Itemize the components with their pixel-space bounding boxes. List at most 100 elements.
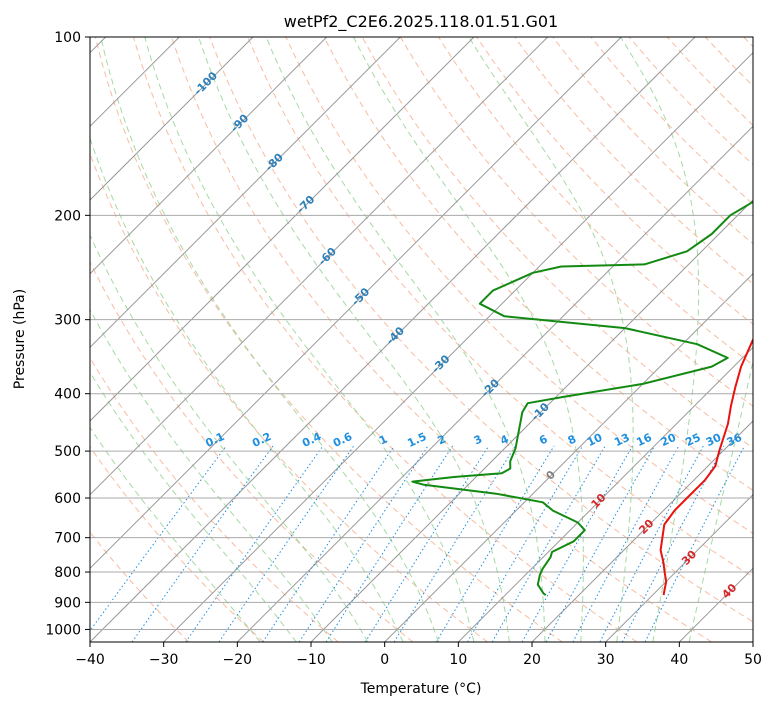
mixing-ratio-label: 3 [472,432,484,447]
chart-title: wetPf2_C2E6.2025.118.01.51.G01 [284,12,558,32]
pressure-gridlines [90,37,753,630]
dry-adiabat [90,260,414,642]
x-tick-label: 20 [523,652,541,668]
y-tick-label: 900 [54,595,81,611]
mixing-ratio-line [521,445,633,642]
mixing-ratio-labels: 0.1 0.2 0.4 0.6 1 1.5 2 3 4 6 8 10 13 16 20 25 30 36 [203,430,744,450]
mixing-ratio-line [545,445,656,642]
plot-frame [89,36,754,643]
y-tick-label: 100 [54,30,81,46]
moist-adiabat [688,358,753,642]
mixing-ratio-label: 0.4 [300,430,323,450]
mixing-ratio-label: 1.5 [405,430,428,450]
isotherm-line [752,641,753,642]
x-tick-label: −30 [149,652,179,668]
moist-adiabat [468,37,634,642]
mixing-ratio-line [325,445,454,642]
dry-adiabat [323,37,753,491]
dry-adiabat [704,37,753,87]
dry-adiabat [285,37,753,535]
mixing-ratio-label: 8 [566,432,578,447]
dry-adiabat [514,37,753,285]
isotherm-line [163,51,753,642]
profile-lines [411,200,753,596]
isotherm-line [678,567,753,642]
dry-adiabat [171,37,712,642]
x-tick-label: 30 [597,652,615,668]
mixing-ratio-line [262,445,395,642]
dry-adiabat [590,37,753,205]
moist-adiabat [90,136,404,642]
y-tick-label: 1000 [45,622,81,638]
isotherm-line [90,37,475,422]
dry-adiabat [90,446,264,642]
dry-adiabat [94,37,563,642]
mixing-ratio-line [435,445,555,642]
temperature-line [659,337,753,596]
x-tick-label: −40 [75,652,105,668]
isotherm-label: 10 [589,491,609,511]
isotherm-line [384,272,753,642]
dry-adiabat [132,37,638,642]
moist-adiabat [265,37,546,642]
mixing-ratio-label: 0.1 [203,430,226,450]
dry-adiabat [90,531,190,642]
dewpoint-line [411,200,753,596]
dry-adiabat [552,37,753,245]
mixing-ratio-label: 6 [537,432,550,447]
dry-adiabat [247,37,753,578]
mixing-ratio-line [393,445,516,642]
y-tick-label: 400 [54,387,81,403]
mixing-ratio-line [90,445,227,632]
mixing-ratio-line [572,445,680,642]
dry-adiabat [743,37,753,48]
x-axis-label: Temperature (°C) [360,681,482,697]
x-tick-label: 10 [449,652,467,668]
isotherm-line [605,493,753,642]
dry-adiabat [437,37,753,366]
x-tick-label: 50 [744,652,762,668]
dry-adiabat [476,37,753,325]
y-tick-label: 500 [54,444,81,460]
mixing-ratio-label: 36 [725,431,745,449]
isotherm-line [90,37,401,349]
dry-adiabat [90,152,488,642]
isotherm-line [90,37,254,201]
moist-adiabat [90,233,369,642]
isotherm-line [310,199,753,642]
mixing-ratio-line [218,445,355,642]
mixing-ratio-line [185,445,324,642]
isotherm-line [457,346,753,642]
isotherm-line [90,37,696,642]
isotherm-line [90,37,328,275]
mixing-ratio-label: 2 [436,432,448,447]
mixing-ratio-line [364,445,490,642]
mixing-ratio-label: 16 [634,431,654,449]
mixing-ratio-label: 13 [612,431,631,449]
y-tick-label: 700 [54,531,81,547]
y-axis-ticks: 100 200 300 400 500 600 700 800 900 1000 [45,30,90,638]
moist-adiabat [90,308,333,642]
x-axis-ticks: −40 −30 −20 −10 0 10 20 30 40 50 [75,642,762,668]
dry-adiabat [90,356,339,642]
y-tick-label: 800 [54,565,81,581]
moist-adiabat [90,371,297,642]
moist-adiabat [144,37,475,642]
mixing-ratio-line [467,445,584,642]
moist-adiabat [100,37,439,642]
isotherm-line [236,125,753,642]
x-tick-label: −20 [223,652,253,668]
mixing-ratio-label: 30 [704,431,724,449]
mixing-ratio-label: 0.6 [331,430,354,450]
isotherm-line [90,37,549,496]
x-tick-label: 40 [670,652,688,668]
dry-adiabat [209,37,753,623]
x-tick-label: 0 [380,652,389,668]
mixing-ratio-label: 20 [659,431,679,449]
mixing-ratio-line [131,445,274,642]
y-tick-label: 600 [54,491,81,507]
x-tick-label: −10 [296,652,326,668]
mixing-ratio-label: 25 [683,431,702,449]
dry-adiabat [666,37,753,126]
